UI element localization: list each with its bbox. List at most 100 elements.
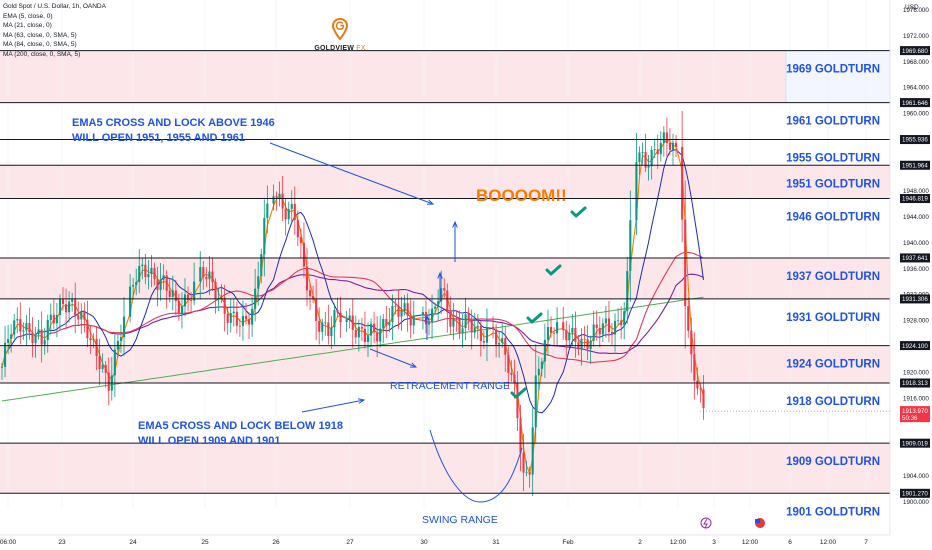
price-tick-label: 1916.000: [903, 395, 929, 402]
candle-body: [223, 297, 226, 314]
level-tag-label: 1946.819: [902, 196, 928, 203]
time-tick-label: 12:00: [670, 539, 687, 546]
candle-body: [168, 290, 171, 297]
candle-body: [470, 320, 473, 333]
ma200-line: [1, 296, 704, 402]
time-tick-label: 3: [712, 539, 716, 546]
level-tag-label: 1955.936: [902, 137, 928, 144]
candle-body: [391, 306, 394, 322]
candle-body: [516, 382, 519, 419]
level-tag-label: 1918.313: [902, 380, 928, 387]
arrow-retracement: [369, 348, 417, 368]
candle-body: [485, 326, 488, 343]
candle-body: [141, 264, 144, 266]
candle-body: [77, 315, 80, 320]
level-tag: [900, 341, 930, 351]
level-tag-label: 1937.641: [902, 255, 928, 262]
candle-body: [556, 322, 559, 334]
indicator-ma200[interactable]: MA (200, close, 0, SMA, 5): [3, 50, 81, 58]
price-tick-label: 1904.000: [903, 473, 929, 480]
candle-body: [504, 338, 507, 355]
price-tick-label: 1972.000: [903, 33, 929, 40]
ma84-line: [62, 273, 704, 355]
candle-body: [653, 149, 656, 151]
price-tick-label: 1968.000: [903, 59, 929, 66]
candle-body: [687, 306, 690, 331]
check-icon: [510, 387, 527, 399]
candle-body: [412, 315, 415, 326]
candle-body: [507, 354, 510, 373]
candle-body: [531, 427, 534, 475]
indicator-ema5[interactable]: EMA (5, close, 0): [3, 12, 53, 20]
candle-body: [153, 267, 156, 280]
candle-body: [409, 315, 412, 326]
candle-body: [464, 314, 467, 329]
candle-body: [681, 146, 684, 220]
candle-body: [229, 313, 232, 323]
candle-body: [626, 271, 629, 312]
candle-body: [272, 196, 275, 204]
arrow-retracement-head: [409, 362, 418, 368]
candle-body: [287, 209, 290, 220]
candle-body: [177, 301, 180, 314]
indicator-legend: Gold Spot / U.S. Dollar, 1h, OANDA EMA (…: [3, 2, 106, 59]
time-tick-label: Feb: [562, 539, 574, 546]
arrow-ema-above-head: [426, 199, 435, 205]
candle-body: [211, 271, 214, 283]
candle-body: [553, 332, 556, 334]
candle-body: [315, 299, 318, 321]
candle-body: [86, 319, 89, 339]
candle-body: [580, 338, 583, 350]
candle-body: [617, 320, 620, 322]
level-tag-label: 1961.646: [902, 100, 928, 107]
candle-body: [357, 326, 360, 338]
goldturn-label: 1931 GOLDTURN: [786, 312, 880, 324]
candle-body: [107, 372, 110, 391]
candle-body: [171, 290, 174, 297]
level-tag: [900, 488, 930, 498]
level-tag-label: 1969.680: [902, 48, 928, 55]
annotation-ema-below-line2: WILL OPEN 1909 AND 1901: [138, 435, 280, 447]
arrow-ema-below: [301, 399, 365, 413]
candle-body: [458, 319, 461, 334]
candle-body: [650, 149, 653, 166]
candle-body: [101, 364, 104, 369]
symbol-title: Gold Spot / U.S. Dollar, 1h, OANDA: [3, 3, 106, 10]
candle-body: [656, 149, 659, 155]
goldturn-label: 1961 GOLDTURN: [786, 116, 880, 128]
indicator-ma63[interactable]: MA (63, close, 0, SMA, 5): [3, 31, 77, 39]
candle-body: [299, 237, 302, 243]
candle-body: [205, 277, 208, 280]
candle-body: [421, 312, 424, 316]
candle-body: [199, 267, 202, 282]
goldturn-zone-edge: [785, 50, 891, 103]
candle-body: [434, 306, 437, 309]
candle-body: [354, 329, 357, 338]
candle-body: [348, 315, 351, 320]
price-tick-label: 1976.000: [903, 7, 929, 14]
candle-body: [519, 418, 522, 453]
candle-body: [394, 305, 397, 307]
candle-body: [473, 327, 476, 333]
price-axis-bg: [890, 0, 932, 550]
candle-body: [565, 330, 568, 341]
annotation-ema-below-line1: EMA5 CROSS AND LOCK BELOW 1918: [138, 420, 343, 432]
candle-body: [162, 275, 165, 280]
candles: [0, 110, 705, 497]
candle-body: [385, 319, 388, 326]
candle-body: [665, 132, 668, 143]
candle-body: [132, 285, 135, 287]
candle-body: [659, 142, 662, 155]
time-tick-label: 24: [129, 539, 137, 546]
indicator-ma84[interactable]: MA (84, close, 0, SMA, 5): [3, 41, 77, 48]
arrow-ema-above: [269, 142, 434, 205]
candle-body: [278, 193, 281, 198]
goldturn-zone: [0, 50, 786, 103]
candle-body: [589, 340, 592, 349]
check-icon: [526, 312, 543, 324]
goldturn-lines: 1969 GOLDTURN 1961 GOLDTURN 1955 GOLDTURN 1…: [0, 50, 890, 518]
goldturn-label: 1924 GOLDTURN: [786, 359, 880, 371]
indicator-ma21[interactable]: MA (21, close, 0): [3, 22, 52, 29]
candle-body: [644, 151, 647, 168]
